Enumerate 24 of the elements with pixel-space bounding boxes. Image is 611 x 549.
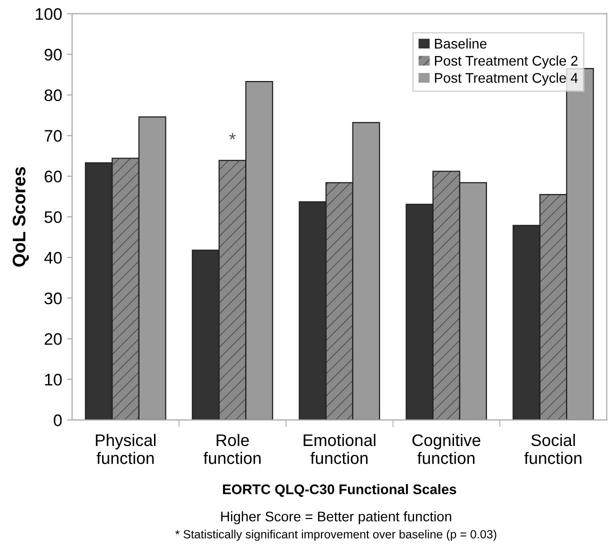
text: Higher Score = Better patient function bbox=[221, 511, 452, 524]
y-tick-label: 60 bbox=[44, 170, 62, 182]
legend-label: Baseline bbox=[434, 38, 486, 49]
y-tick-label: 70 bbox=[44, 130, 62, 142]
legend-label: Post Treatment Cycle 2 bbox=[434, 56, 578, 68]
x-tick-label: Emotional function bbox=[304, 434, 376, 464]
x-tick-label: Physical function bbox=[96, 434, 156, 464]
y-tick-label: 90 bbox=[44, 48, 62, 61]
y-axis-title: QoL Scores bbox=[12, 167, 29, 267]
legend-label: Post Treatment Cycle 4 bbox=[434, 72, 578, 86]
annotation: * bbox=[229, 133, 236, 140]
y-tick-label: 40 bbox=[44, 252, 62, 264]
y-tick-label: 20 bbox=[44, 333, 62, 345]
text: * Statistically significant improvement over baseline (p = 0.03) bbox=[175, 530, 496, 541]
y-tick-label: 0 bbox=[54, 414, 62, 426]
y-tick-label: 50 bbox=[44, 211, 62, 224]
x-axis-title: EORTC QLQ-C30 Functional Scales bbox=[223, 484, 456, 497]
x-tick-label: Cognitive function bbox=[412, 434, 480, 464]
x-tick-label: Role function bbox=[204, 434, 261, 464]
y-tick-label: 30 bbox=[44, 292, 62, 304]
y-tick-label: 10 bbox=[45, 374, 62, 386]
x-tick-label: Social function bbox=[524, 434, 582, 464]
y-tick-label: 80 bbox=[44, 89, 62, 102]
y-tick-label: 100 bbox=[36, 8, 62, 20]
